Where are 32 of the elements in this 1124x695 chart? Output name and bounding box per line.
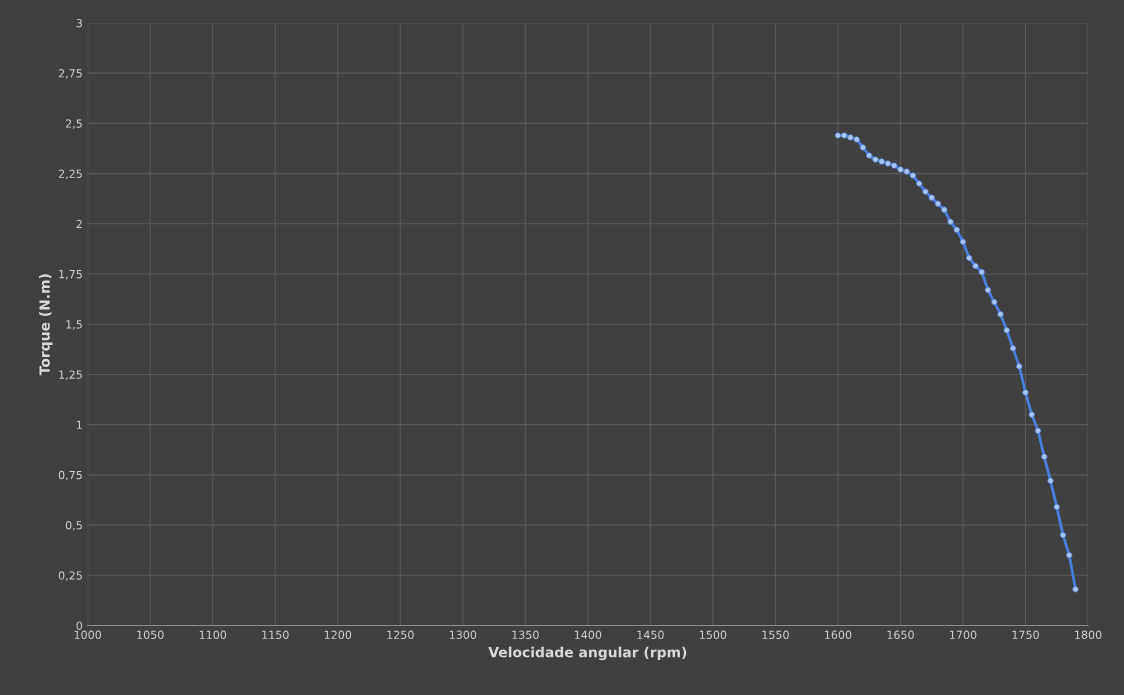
x-tick-label: 1750 [1012, 630, 1039, 639]
y-tick-label: 1,25 [59, 370, 82, 380]
x-tick-label: 1650 [887, 630, 914, 639]
x-tick-label: 1700 [950, 630, 977, 639]
y-tick-label: 0,5 [65, 521, 82, 531]
y-tick-label: 1,75 [59, 270, 82, 280]
x-tick-label: 1600 [825, 630, 852, 639]
x-axis-title: Velocidade angular (rpm) [488, 646, 687, 661]
y-tick-label: 1 [76, 420, 82, 429]
x-tick-label: 1400 [574, 630, 602, 639]
y-tick-label: 0 [76, 621, 83, 630]
x-tick-label: 1550 [762, 630, 789, 639]
y-tick-label: 2,75 [58, 69, 82, 79]
x-tick-label: 1300 [449, 630, 477, 639]
x-tick-label: 1350 [512, 630, 539, 639]
x-tick-label: 1000 [74, 630, 102, 639]
y-axis-title: Torque (N.m) [39, 274, 53, 376]
x-tick-label: 1200 [324, 630, 352, 639]
y-tick-label: 3 [76, 18, 82, 28]
x-tick-label: 1500 [699, 630, 727, 639]
x-tick-label: 1050 [137, 630, 164, 639]
y-tick-label: 2,25 [58, 169, 82, 180]
x-tick-label: 1800 [1075, 630, 1102, 639]
y-tick-label: 2 [76, 219, 82, 229]
y-tick-label: 0,25 [58, 571, 82, 581]
x-tick-label: 1450 [637, 630, 664, 639]
x-tick-label: 1150 [262, 630, 289, 639]
x-tick-label: 1100 [199, 630, 227, 639]
x-tick-label: 1250 [387, 630, 414, 639]
y-tick-label: 0,75 [58, 470, 82, 481]
y-tick-label: 2,5 [65, 119, 82, 129]
y-tick-label: 1,5 [66, 320, 82, 330]
